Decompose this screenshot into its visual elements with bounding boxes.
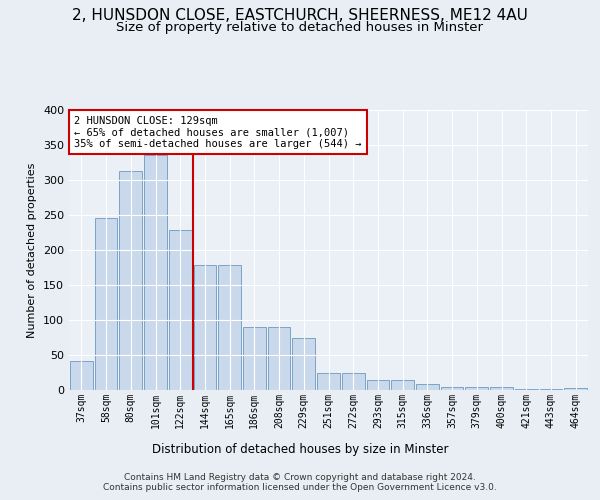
Bar bbox=[169, 230, 191, 390]
Text: Size of property relative to detached houses in Minster: Size of property relative to detached ho… bbox=[116, 21, 484, 34]
Bar bbox=[119, 171, 142, 390]
Bar bbox=[268, 327, 290, 390]
Bar bbox=[515, 388, 538, 390]
Bar bbox=[194, 266, 216, 390]
Bar bbox=[317, 372, 340, 390]
Bar bbox=[564, 388, 587, 390]
Text: 2 HUNSDON CLOSE: 129sqm
← 65% of detached houses are smaller (1,007)
35% of semi: 2 HUNSDON CLOSE: 129sqm ← 65% of detache… bbox=[74, 116, 362, 149]
Text: 2, HUNSDON CLOSE, EASTCHURCH, SHEERNESS, ME12 4AU: 2, HUNSDON CLOSE, EASTCHURCH, SHEERNESS,… bbox=[72, 8, 528, 22]
Bar bbox=[391, 380, 414, 390]
Text: Distribution of detached houses by size in Minster: Distribution of detached houses by size … bbox=[152, 442, 448, 456]
Bar bbox=[144, 156, 167, 390]
Bar bbox=[95, 218, 118, 390]
Bar bbox=[292, 338, 315, 390]
Bar bbox=[416, 384, 439, 390]
Bar bbox=[367, 380, 389, 390]
Bar bbox=[539, 388, 562, 390]
Bar bbox=[218, 266, 241, 390]
Y-axis label: Number of detached properties: Number of detached properties bbox=[28, 162, 37, 338]
Bar bbox=[70, 360, 93, 390]
Bar bbox=[342, 372, 365, 390]
Bar bbox=[466, 387, 488, 390]
Bar bbox=[243, 327, 266, 390]
Text: Contains HM Land Registry data © Crown copyright and database right 2024.
Contai: Contains HM Land Registry data © Crown c… bbox=[103, 472, 497, 492]
Bar bbox=[490, 387, 513, 390]
Bar bbox=[441, 387, 463, 390]
